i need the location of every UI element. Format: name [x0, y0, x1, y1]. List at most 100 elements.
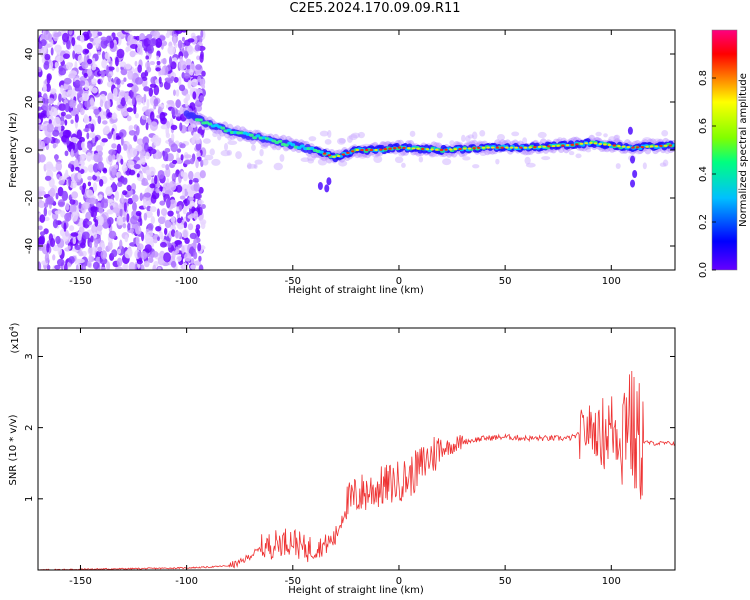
noise-blob — [176, 255, 182, 262]
noise-blob — [46, 75, 51, 84]
noise-blob — [93, 232, 98, 239]
noise-blob — [100, 38, 108, 49]
noise-blob — [87, 220, 93, 226]
noise-blob — [157, 266, 162, 270]
noise-blob — [103, 111, 107, 116]
noise-blob — [143, 93, 147, 103]
noise-blob — [145, 169, 150, 176]
noise-blob — [55, 138, 61, 144]
noise-blob — [511, 131, 520, 137]
noise-blob — [72, 237, 77, 245]
ridge-hotspot — [547, 145, 551, 148]
noise-blob — [106, 198, 114, 204]
noise-blob — [169, 56, 173, 66]
noise-blob — [40, 39, 47, 47]
y-tick-label: 40 — [24, 48, 35, 61]
noise-blob — [108, 149, 116, 156]
ridge-side-feature — [324, 184, 330, 193]
noise-blob — [89, 132, 96, 139]
spectrogram-panel: -150 -100 -50 0 50 100 -40 -20 0 20 40 Height of … — [8, 29, 676, 296]
noise-blob — [496, 133, 505, 141]
noise-blob — [131, 183, 137, 191]
y-tick-label: -40 — [24, 238, 35, 254]
noise-blob — [199, 170, 206, 179]
noise-blob — [82, 201, 90, 210]
ridge-hotspot — [668, 144, 673, 147]
ridge-hotspot — [598, 142, 603, 146]
ridge-hotspot — [551, 144, 556, 148]
noise-blob — [151, 177, 155, 185]
noise-blob — [112, 87, 118, 98]
ridge-hotspot — [430, 148, 434, 151]
noise-blob — [45, 161, 54, 172]
noise-blob — [327, 129, 332, 138]
ridge-hotspot — [453, 148, 458, 151]
noise-blob — [155, 225, 162, 232]
noise-blob — [122, 111, 129, 116]
noise-blob — [74, 113, 79, 123]
noise-blob — [46, 196, 54, 205]
noise-blob — [69, 180, 78, 189]
noise-blob — [409, 130, 416, 137]
ridge-hotspot — [509, 146, 514, 149]
noise-blob — [163, 227, 168, 236]
noise-blob — [98, 206, 104, 214]
noise-blob — [186, 45, 194, 55]
noise-blob — [224, 142, 229, 151]
noise-blob — [140, 250, 148, 260]
noise-blob — [173, 76, 179, 83]
noise-blob — [107, 240, 113, 251]
noise-blob — [194, 192, 202, 200]
noise-blob — [168, 199, 177, 209]
noise-blob — [122, 263, 128, 270]
noise-blob — [308, 136, 317, 142]
colorbar-label: Normalized spectral amplitude — [738, 73, 749, 227]
noise-blob — [167, 242, 172, 248]
noise-blob — [97, 161, 104, 171]
noise-blob — [185, 93, 191, 102]
noise-blob — [170, 260, 177, 268]
noise-blob — [107, 99, 111, 109]
noise-blob — [42, 83, 47, 93]
noise-blob — [109, 60, 113, 67]
noise-blob — [190, 264, 196, 270]
noise-blob — [54, 264, 61, 270]
noise-blob — [64, 230, 69, 237]
noise-blob — [78, 202, 82, 210]
snr-y-label: SNR (10 * v/v) — [8, 414, 19, 485]
noise-blob — [74, 79, 81, 88]
noise-blob — [135, 236, 140, 247]
noise-blob — [661, 130, 669, 137]
noise-blob — [68, 73, 76, 79]
ridge-hotspot — [631, 146, 635, 149]
noise-blob — [81, 61, 89, 70]
noise-blob — [61, 32, 70, 43]
noise-blob — [38, 66, 42, 73]
noise-blob — [157, 169, 165, 180]
noise-blob — [100, 266, 106, 270]
noise-blob — [159, 200, 166, 206]
ridge-hotspot — [579, 142, 584, 145]
noise-blob — [436, 132, 443, 139]
ridge-hotspot — [411, 147, 416, 150]
noise-blob — [75, 264, 79, 270]
noise-blob — [44, 53, 51, 61]
noise-blob — [184, 154, 192, 159]
noise-blob — [189, 68, 194, 76]
noise-blob — [91, 78, 97, 85]
ridge-hotspot — [533, 146, 537, 149]
noise-blob — [70, 211, 79, 222]
noise-blob — [61, 91, 68, 99]
noise-blob — [131, 96, 135, 106]
noise-blob — [133, 135, 138, 142]
noise-blob — [134, 112, 139, 119]
ridge-hotspot — [593, 142, 598, 145]
noise-blob — [102, 126, 110, 135]
ridge-hotspot — [607, 143, 612, 147]
ridge-core — [284, 143, 289, 147]
noise-blob — [77, 104, 81, 112]
colorbar-gradient — [712, 30, 737, 270]
noise-blob — [172, 159, 178, 165]
noise-blob — [84, 49, 90, 54]
noise-blob — [178, 84, 186, 92]
